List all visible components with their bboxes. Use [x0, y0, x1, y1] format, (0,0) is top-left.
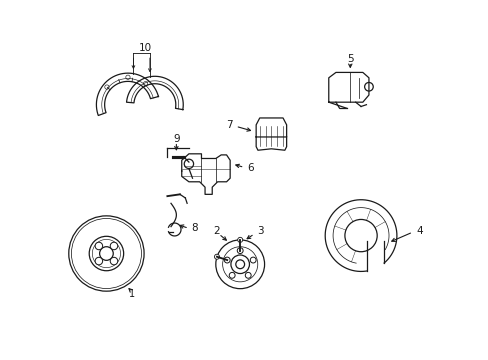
Circle shape: [110, 257, 118, 265]
Circle shape: [224, 257, 230, 263]
Circle shape: [229, 273, 235, 278]
Text: 8: 8: [191, 224, 197, 233]
Circle shape: [237, 237, 242, 242]
Circle shape: [95, 257, 102, 265]
Text: 7: 7: [225, 120, 232, 130]
Text: 4: 4: [416, 226, 423, 236]
Text: 2: 2: [213, 226, 220, 236]
Circle shape: [95, 242, 102, 250]
Circle shape: [235, 260, 244, 269]
Text: 1: 1: [128, 289, 134, 300]
Text: 10: 10: [139, 43, 151, 53]
Circle shape: [237, 248, 243, 253]
Circle shape: [245, 273, 251, 278]
Text: 9: 9: [173, 134, 179, 144]
Circle shape: [214, 254, 219, 259]
Circle shape: [110, 242, 118, 250]
Circle shape: [100, 247, 113, 260]
Circle shape: [250, 257, 256, 263]
Text: 3: 3: [257, 226, 263, 236]
Text: 5: 5: [346, 54, 353, 64]
Text: 6: 6: [247, 163, 253, 173]
